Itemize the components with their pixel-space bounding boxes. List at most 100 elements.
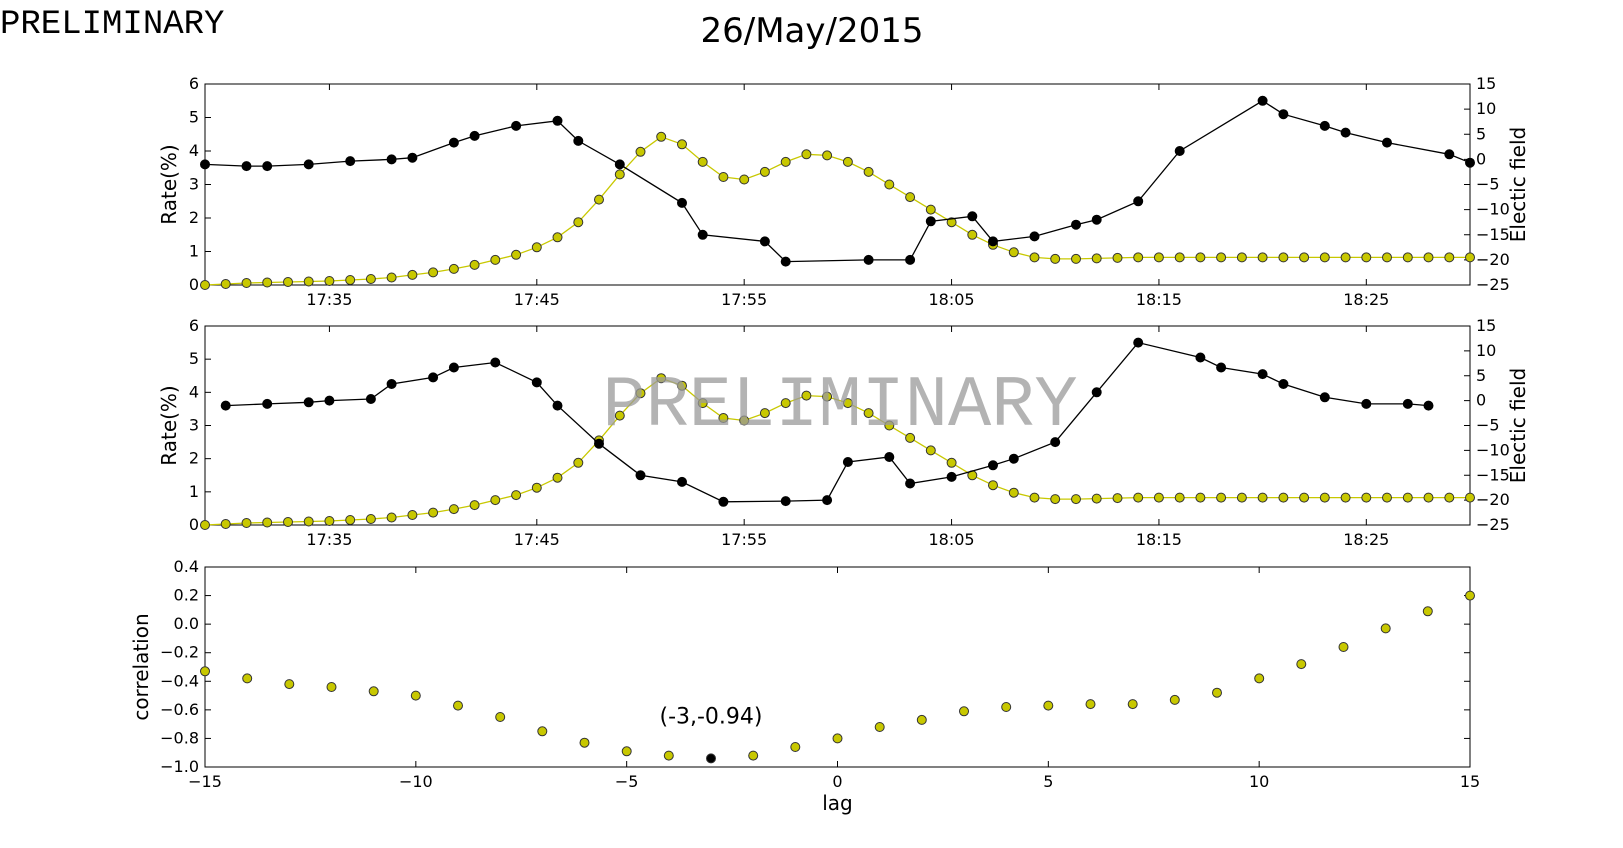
y-tick-label: 3 [189, 416, 199, 435]
efield-data-point [1444, 252, 1455, 263]
efield-data-point [1299, 252, 1310, 263]
rate-data-point [303, 397, 314, 408]
efield-data-point [1402, 492, 1413, 503]
efield-data-point [739, 415, 750, 426]
efield-data-point [1029, 252, 1040, 263]
efield-data-point [1174, 492, 1185, 503]
rate-data-point [988, 460, 998, 471]
efield-data-point [241, 518, 252, 528]
efield-data-point [262, 277, 273, 288]
efield-data-point [1361, 252, 1372, 263]
y-tick-label: 0 [189, 515, 199, 534]
efield-data-point [490, 495, 501, 506]
efield-data-point [386, 512, 397, 523]
y2-axis-label: Electic field [1506, 368, 1530, 483]
efield-data-point [1319, 252, 1330, 263]
rate-data-point [1174, 146, 1185, 156]
correlation-point [1001, 702, 1012, 712]
efield-data-point [718, 172, 729, 182]
rate-data-point [1278, 109, 1289, 120]
rate-data-point [1423, 400, 1434, 411]
efield-data-point [1257, 252, 1268, 263]
x-tick-label: 17:55 [721, 530, 767, 549]
correlation-point [916, 714, 927, 725]
efield-data-point [573, 217, 584, 228]
rate-data-point [1465, 157, 1475, 168]
correlation-point [874, 722, 885, 732]
y-tick-label: −0.4 [160, 671, 199, 690]
efield-data-point [1071, 253, 1081, 264]
y2-tick-label: −20 [1476, 250, 1510, 269]
efield-data-point [842, 156, 853, 167]
x-tick-label: −10 [399, 772, 433, 791]
correlation-point [453, 700, 463, 711]
efield-data-point [365, 514, 376, 524]
efield-data-point [1050, 253, 1061, 264]
x-tick-label: 17:45 [514, 530, 560, 549]
y2-tick-label: 0 [1476, 391, 1486, 410]
correlation-point [284, 679, 295, 690]
correlation-point [1043, 700, 1054, 711]
correlation-point [621, 746, 632, 757]
efield-data-point [283, 517, 293, 527]
panel-bottom: −15 −10 −5 0 5 10 15 −1.0 −0.8 −0.6 −0.4 −0.2 0.0 0.2… [129, 557, 1480, 815]
rate-data-point [1091, 214, 1102, 225]
correlation-point [200, 666, 210, 677]
rate-series-line [225, 341, 1429, 503]
rate-data-point [1319, 392, 1330, 403]
efield-data-point [490, 254, 501, 265]
efield-data-point [759, 166, 770, 177]
efield-data-point [283, 277, 293, 287]
y2-tick-label: 10 [1476, 99, 1496, 118]
y2-tick-label: 15 [1476, 74, 1496, 93]
rate-data-point [594, 438, 604, 449]
correlation-point [1380, 623, 1391, 634]
correlation-point [537, 726, 548, 737]
rate-data-point [718, 496, 729, 507]
rate-data-point [511, 120, 522, 131]
rate-data-point [677, 476, 687, 487]
efield-data-point [324, 516, 335, 526]
efield-data-point [656, 131, 667, 142]
efield-data-point [1050, 494, 1061, 505]
correlation-point [959, 706, 969, 717]
efield-data-point [241, 278, 252, 288]
efield-data-point [1465, 252, 1475, 263]
efield-data-point [822, 391, 833, 402]
rate-data-point [925, 216, 936, 227]
rate-data-point [428, 372, 439, 383]
y2-tick-label: −5 [1476, 175, 1500, 194]
efield-data-point [1319, 492, 1330, 503]
rate-data-point [842, 457, 853, 467]
x-tick-label: 17:55 [721, 290, 767, 309]
y-tick-label: 0.2 [174, 586, 199, 605]
rate-data-point [345, 156, 356, 167]
efield-data-point [365, 274, 376, 284]
rate-data-point [863, 254, 874, 265]
efield-data-point [1091, 253, 1102, 264]
rate-data-point [988, 236, 998, 247]
x-tick-label: −5 [615, 772, 639, 791]
y2-axis-label: Electic field [1506, 127, 1530, 242]
y2-tick-label: −5 [1476, 416, 1500, 435]
rate-data-point [1008, 453, 1019, 464]
x-tick-label: 18:05 [929, 290, 975, 309]
rate-data-point [697, 229, 708, 240]
x-tick-label: 18:15 [1136, 290, 1182, 309]
y-tick-label: 0.0 [174, 614, 199, 633]
correlation-point [242, 673, 253, 684]
rate-data-point [448, 137, 459, 148]
plot-frame [204, 325, 1471, 526]
rate-data-point [614, 159, 625, 170]
rate-data-point [1071, 219, 1081, 230]
rate-data-point [220, 400, 231, 411]
efield-data-point [1071, 494, 1081, 505]
efield-data-point [988, 480, 998, 491]
efield-data-point [1112, 252, 1123, 263]
efield-data-point [946, 457, 957, 468]
efield-data-point [573, 457, 584, 468]
efield-data-point [1008, 487, 1019, 498]
efield-data-point [1340, 492, 1351, 503]
efield-data-point [967, 229, 978, 240]
